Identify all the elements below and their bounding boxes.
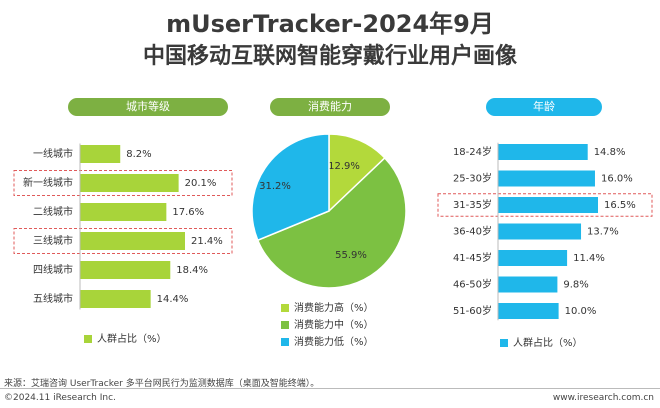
- value-label: 16.5%: [604, 200, 636, 211]
- category-label: 三线城市: [33, 234, 73, 247]
- legend-label: 消费能力中（%）: [294, 318, 374, 331]
- highlight-box: [13, 170, 233, 196]
- bar: [80, 174, 179, 192]
- bar: [498, 303, 559, 319]
- category-label: 二线城市: [33, 205, 73, 218]
- value-label: 9.8%: [563, 280, 588, 291]
- value-label: 14.8%: [594, 147, 626, 158]
- highlight-box: [13, 228, 233, 254]
- category-label: 36-40岁: [453, 225, 492, 238]
- footer-divider: [0, 388, 660, 389]
- legend-label: 消费能力高（%）: [294, 301, 374, 314]
- website: www.iresearch.com.cn: [552, 393, 654, 403]
- legend-swatch: [281, 338, 289, 346]
- legend-swatch: [281, 321, 289, 329]
- category-label: 25-30岁: [453, 172, 492, 185]
- category-label: 51-60岁: [453, 304, 492, 317]
- copyright: ©2024.11 iResearch Inc.: [4, 393, 116, 403]
- slice-label: 12.9%: [328, 161, 360, 172]
- category-label: 41-45岁: [453, 251, 492, 264]
- legend-label: 人群占比（%）: [97, 332, 167, 345]
- value-label: 14.4%: [157, 294, 189, 305]
- category-label: 31-35岁: [453, 198, 492, 211]
- slice-label: 55.9%: [335, 250, 367, 261]
- value-label: 21.4%: [191, 236, 223, 247]
- city-tier-title: 城市等级: [68, 98, 228, 116]
- category-label: 新一线城市: [23, 176, 73, 189]
- source-note: 来源：艾瑞咨询 UserTracker 多平台网民行为监测数据库（桌面及智能终端…: [4, 379, 320, 389]
- value-label: 20.1%: [185, 178, 217, 189]
- category-label: 一线城市: [33, 147, 73, 160]
- bar: [498, 197, 598, 213]
- age-title: 年龄: [486, 98, 602, 116]
- legend-swatch: [281, 304, 289, 312]
- bar: [498, 144, 588, 160]
- pie-slice: [328, 133, 386, 213]
- legend-swatch: [84, 335, 92, 343]
- slice-label: 31.2%: [259, 181, 291, 192]
- value-label: 18.4%: [176, 265, 208, 276]
- page-subtitle: 中国移动互联网智能穿戴行业用户画像: [142, 44, 517, 69]
- value-label: 11.4%: [573, 253, 605, 264]
- legend-label: 消费能力低（%）: [294, 335, 374, 348]
- value-label: 8.2%: [126, 149, 151, 160]
- value-label: 16.0%: [601, 174, 633, 185]
- bar: [80, 261, 171, 279]
- value-label: 17.6%: [172, 207, 204, 218]
- bar: [498, 170, 595, 187]
- legend-label: 人群占比（%）: [513, 336, 583, 349]
- consumption-title: 消费能力: [270, 98, 390, 116]
- category-label: 18-24岁: [453, 145, 492, 158]
- bar: [80, 232, 185, 250]
- legend-swatch: [500, 339, 508, 347]
- highlight-box: [437, 193, 653, 217]
- bar: [498, 250, 568, 266]
- category-label: 四线城市: [33, 263, 73, 276]
- bar: [498, 276, 558, 293]
- bar: [80, 290, 151, 308]
- pie-slice: [251, 133, 330, 242]
- value-label: 13.7%: [587, 227, 619, 238]
- bar: [80, 145, 121, 163]
- bar: [80, 203, 167, 221]
- category-label: 五线城市: [33, 292, 73, 305]
- category-label: 46-50岁: [453, 278, 492, 291]
- value-label: 10.0%: [565, 306, 597, 317]
- pie-slice: [256, 156, 407, 289]
- bar: [498, 223, 582, 240]
- page-title: mUserTracker-2024年9月: [166, 10, 494, 38]
